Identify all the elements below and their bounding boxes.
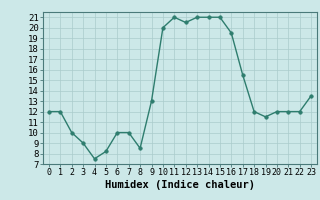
X-axis label: Humidex (Indice chaleur): Humidex (Indice chaleur) <box>105 180 255 190</box>
